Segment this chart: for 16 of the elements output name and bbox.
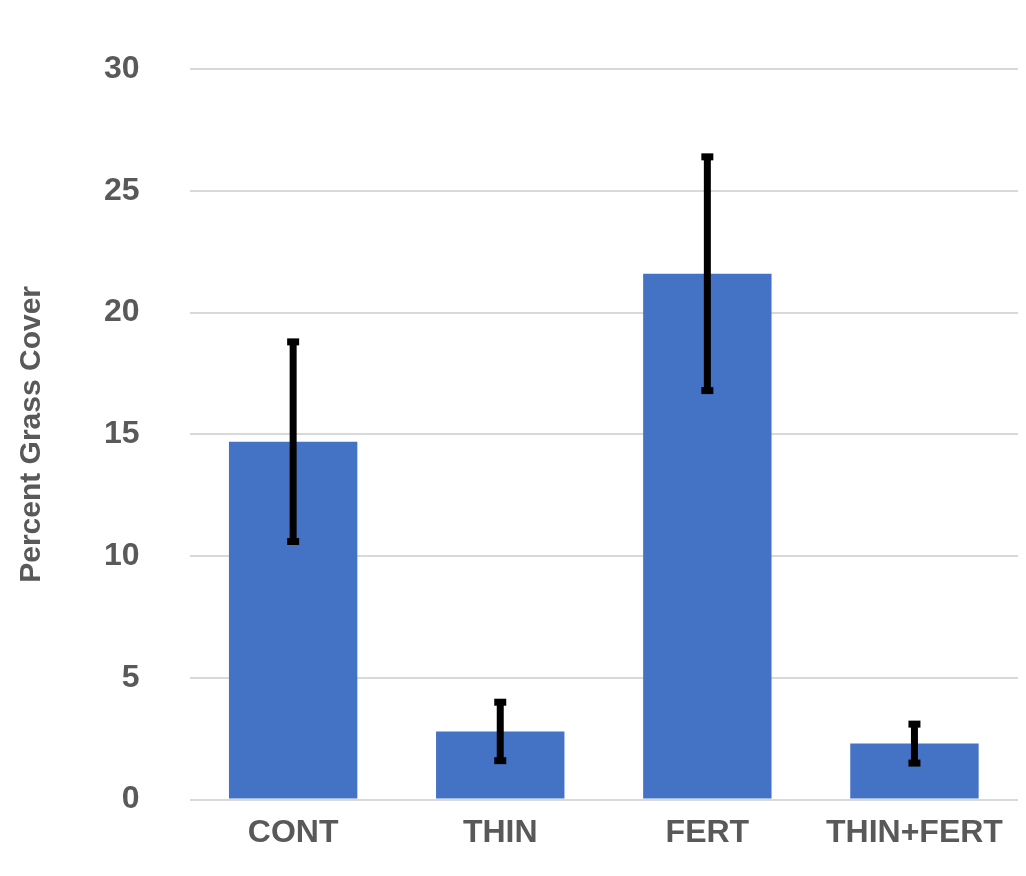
x-tick-label: FERT — [665, 812, 750, 849]
x-tick-label: THIN — [462, 812, 538, 849]
y-tick-label: 25 — [104, 170, 140, 207]
y-tick-label: 20 — [104, 292, 140, 329]
y-tick-label: 0 — [121, 779, 140, 816]
bar — [436, 731, 565, 799]
bar — [228, 441, 358, 799]
y-tick-label: 15 — [104, 414, 140, 451]
bar — [643, 273, 772, 799]
y-tick-label: 30 — [104, 49, 140, 86]
y-tick-label: 10 — [104, 535, 140, 572]
y-tick-label: 5 — [121, 657, 140, 694]
x-tick-label: THIN+FERT — [826, 812, 1004, 849]
x-tick-label: CONT — [247, 812, 339, 849]
bar — [850, 743, 979, 799]
y-axis-title: Percent Grass Cover — [13, 285, 47, 583]
